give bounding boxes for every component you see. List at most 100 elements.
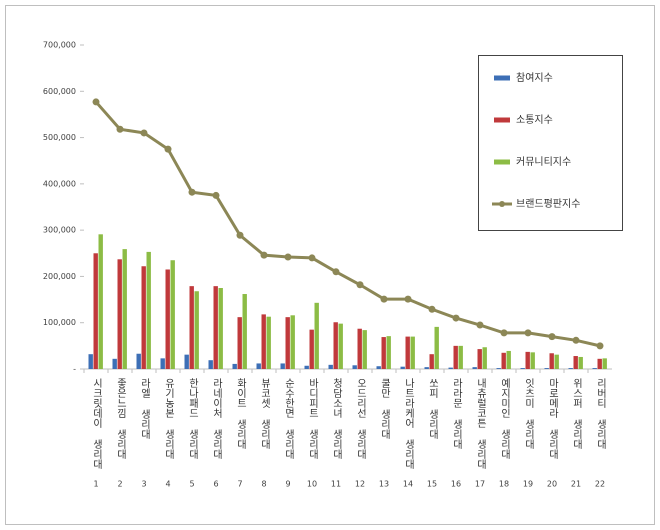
- line-marker: [164, 145, 172, 153]
- legend-label: 소통지수: [516, 114, 553, 126]
- bar: [256, 363, 261, 369]
- bar: [352, 365, 357, 369]
- bar: [194, 291, 199, 369]
- line-marker: [572, 336, 580, 344]
- legend-swatch: [494, 75, 510, 81]
- bar: [285, 317, 290, 369]
- bar: [544, 368, 549, 369]
- line-marker: [452, 314, 460, 322]
- bar: [568, 368, 573, 369]
- line-marker: [92, 98, 100, 106]
- bar: [290, 315, 295, 369]
- bar: [237, 317, 242, 369]
- bar: [386, 336, 391, 369]
- bar: [261, 314, 266, 369]
- bar: [170, 260, 175, 369]
- bar: [602, 358, 607, 369]
- line-marker: [188, 188, 196, 196]
- y-tick-label: 200,000: [43, 272, 76, 281]
- bar: [592, 368, 597, 369]
- bar: [208, 360, 213, 369]
- x-tick-label: 유기농본 생리대: [163, 378, 175, 460]
- rank-label: 9: [285, 480, 290, 489]
- line-marker: [356, 281, 364, 289]
- x-tick-label: 화이트 생리대: [235, 378, 247, 450]
- x-tick-label: 라엘 생리대: [139, 378, 151, 440]
- bar: [429, 354, 434, 369]
- bar: [410, 336, 415, 369]
- y-tick-label: 500,000: [43, 133, 76, 142]
- bar: [280, 363, 285, 369]
- legend-label: 참여지수: [516, 72, 553, 84]
- rank-label: 1: [93, 480, 98, 489]
- bar: [549, 353, 554, 369]
- x-tick-label: 리버티 생리대: [595, 378, 607, 450]
- line-marker: [596, 342, 604, 350]
- bar: [88, 354, 93, 369]
- rank-label: 13: [379, 480, 389, 489]
- bar: [520, 368, 525, 369]
- bar: [530, 352, 535, 369]
- bar: [136, 353, 141, 369]
- bar: [184, 354, 189, 369]
- bar: [573, 356, 578, 369]
- line-marker: [428, 305, 436, 313]
- bar: [578, 356, 583, 369]
- rank-label: 14: [403, 480, 413, 489]
- bar: [453, 345, 458, 369]
- y-tick-label: 300,000: [43, 226, 76, 235]
- legend-label: 브랜드평판지수: [516, 198, 580, 210]
- bar: [424, 367, 429, 369]
- legend-label: 커뮤니티지수: [516, 156, 571, 168]
- bar: [554, 354, 559, 369]
- line-marker: [380, 295, 388, 303]
- rank-label: 19: [523, 480, 533, 489]
- x-tick-label: 오드리선 생리대: [355, 378, 367, 460]
- rank-label: 20: [547, 480, 557, 489]
- rank-label: 10: [307, 480, 317, 489]
- x-tick-label: 순수한면 생리대: [283, 378, 295, 460]
- x-tick-label: 예지미인 생리대: [499, 378, 511, 460]
- bar: [472, 367, 477, 369]
- x-tick-label: 시크릿데이 생리대: [91, 378, 103, 470]
- x-tick-label: 라네이처 생리대: [211, 378, 223, 460]
- bar: [506, 350, 511, 369]
- bar: [314, 302, 319, 369]
- line-marker: [260, 251, 268, 259]
- legend-swatch: [494, 159, 510, 165]
- rank-label: 8: [261, 480, 266, 489]
- rank-label: 18: [499, 480, 509, 489]
- rank-label: 4: [165, 480, 170, 489]
- bar: [496, 368, 501, 369]
- legend-swatch: [494, 117, 510, 123]
- bar: [122, 249, 127, 369]
- bar: [482, 347, 487, 369]
- bar: [93, 253, 98, 369]
- y-tick-label: 400,000: [43, 179, 76, 188]
- rank-label: 3: [141, 480, 146, 489]
- rank-label: 12: [355, 480, 365, 489]
- y-tick-label: 600,000: [43, 87, 76, 96]
- x-tick-label: 쿨만 생리대: [379, 378, 391, 440]
- bar: [232, 363, 237, 369]
- y-tick-label: 700,000: [43, 41, 76, 50]
- line-marker: [236, 231, 244, 239]
- bar: [98, 234, 103, 369]
- bar: [405, 336, 410, 369]
- y-tick-label: -: [73, 365, 76, 374]
- rank-label: 2: [117, 480, 122, 489]
- bar: [146, 251, 151, 369]
- bar: [525, 351, 530, 369]
- x-tick-label: 나트라케어 생리대: [403, 378, 415, 470]
- rank-label: 11: [331, 480, 341, 489]
- bar: [376, 366, 381, 369]
- line-marker: [284, 253, 292, 261]
- rank-label: 15: [427, 480, 437, 489]
- bar: [357, 328, 362, 369]
- line: [94, 100, 601, 348]
- bar: [458, 345, 463, 369]
- bar: [362, 330, 367, 369]
- bar: [266, 316, 271, 369]
